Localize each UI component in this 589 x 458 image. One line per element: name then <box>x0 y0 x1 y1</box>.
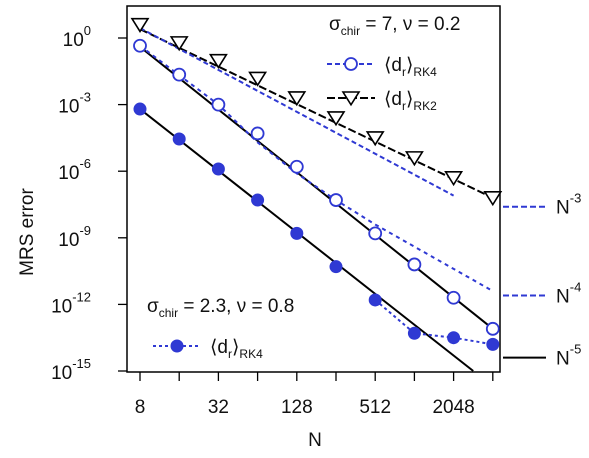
legend-marker <box>344 57 358 71</box>
reference-label: N-4 <box>556 280 581 308</box>
data-point <box>208 53 228 69</box>
reference-label: N-3 <box>556 191 581 219</box>
legend-marker <box>341 91 361 107</box>
data-point <box>250 126 265 141</box>
data-point <box>329 260 343 274</box>
y-tick-label: 10-9 <box>58 223 91 251</box>
data-point <box>407 326 421 340</box>
data-point <box>486 337 500 351</box>
y-tick-label: 10-15 <box>51 356 91 384</box>
data-point <box>248 71 268 87</box>
data-point <box>130 17 150 33</box>
y-tick-label: 10-12 <box>51 289 91 317</box>
series-markers <box>130 17 503 351</box>
x-axis-title: N <box>308 430 322 451</box>
data-point <box>211 97 226 112</box>
data-point <box>407 257 422 272</box>
x-tick-label: 8 <box>135 397 146 418</box>
data-point <box>485 321 500 336</box>
data-point <box>169 36 189 52</box>
legend-label: ⟨dr⟩RK4 <box>210 337 263 361</box>
data-point <box>404 151 424 167</box>
data-point <box>133 102 147 116</box>
data-point <box>368 226 383 241</box>
x-tick-label: 2048 <box>432 397 474 418</box>
legend-header: σchir = 7, ν = 0.2 <box>329 14 460 38</box>
plot-frame <box>126 5 501 373</box>
data-point <box>368 293 382 307</box>
x-tick-label: 512 <box>359 397 391 418</box>
y-tick-label: 10-6 <box>58 156 91 184</box>
data-point <box>172 67 187 82</box>
legend-label: ⟨dr⟩RK4 <box>384 55 437 79</box>
data-point <box>365 131 385 147</box>
fit-line <box>139 44 494 292</box>
y-tick-label: 100 <box>63 23 91 51</box>
data-point <box>447 331 461 345</box>
reference-label: N-5 <box>556 342 581 370</box>
legend-marker <box>170 339 184 353</box>
x-tick-label: 128 <box>281 397 313 418</box>
fit-line <box>374 299 493 346</box>
series-lines <box>139 27 494 372</box>
data-point <box>446 290 461 305</box>
data-point <box>133 38 147 53</box>
data-point <box>326 111 346 127</box>
reference-labels: N-3 N-4 N-5 <box>503 191 581 370</box>
fit-line <box>139 28 494 199</box>
data-point <box>444 171 464 187</box>
x-tick-label: 32 <box>208 397 229 418</box>
data-point <box>483 191 503 207</box>
axes <box>118 5 501 381</box>
data-point <box>172 132 186 146</box>
data-point <box>329 193 343 207</box>
y-tick-label: 10-3 <box>58 90 91 118</box>
legend: σchir = 7, ν = 0.2 ⟨dr⟩RK4 ⟨dr⟩RK2 σchir = … <box>147 14 460 361</box>
data-point <box>251 193 265 207</box>
legend-label: ⟨dr⟩RK2 <box>384 89 437 113</box>
data-point <box>287 91 307 107</box>
data-point <box>211 162 225 176</box>
fit-line <box>139 108 474 372</box>
fit-line <box>139 27 455 197</box>
data-point <box>290 226 304 240</box>
data-point <box>289 159 304 174</box>
tick-labels: 8 32 128 512 2048 100 10-3 10-6 10-9 10-12 10-15 <box>51 23 475 418</box>
y-axis-title: MRS error <box>17 188 38 276</box>
legend-header: σchir = 2.3, ν = 0.8 <box>147 296 294 320</box>
